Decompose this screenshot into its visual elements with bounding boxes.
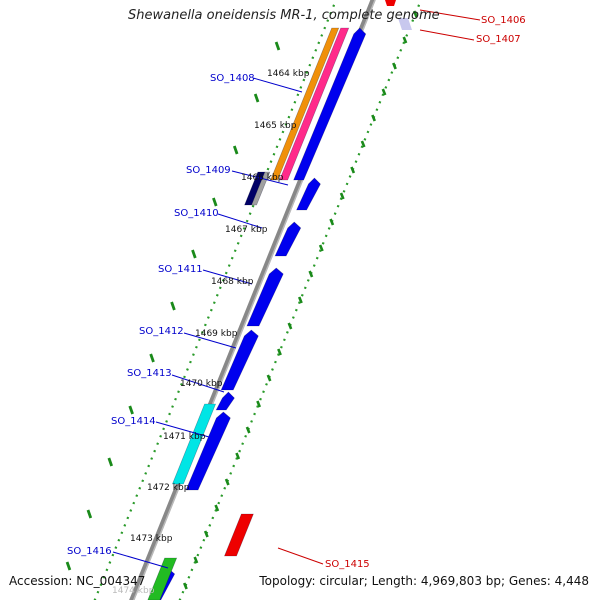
scale-tick-mark [245, 426, 251, 434]
gene-label-so-1406[interactable]: SO_1406 [481, 15, 526, 26]
gene-label-layer: SO_1408 SO_1409 SO_1410 SO_1411 SO_1412 … [67, 15, 526, 570]
tick-label-1473: 1473 kbp [130, 534, 173, 544]
scale-tick-mark [86, 509, 93, 519]
scale-tick-mark [253, 93, 260, 103]
leader-so-1406 [419, 9, 481, 21]
scale-tick-mark [212, 197, 218, 207]
gene-label-so-1408[interactable]: SO_1408 [210, 73, 255, 84]
scale-tick-mark [214, 504, 220, 512]
leader-so-1413 [171, 374, 225, 393]
scale-tick-label-layer: 1464 kbp 1465 kbp 1466 kbp 1467 kbp 1468… [112, 69, 310, 596]
cds-pink-1408 [279, 27, 350, 181]
leader-so-1415 [277, 547, 324, 565]
scale-tick-mark [193, 556, 199, 564]
tick-label-1470: 1470 kbp [180, 379, 223, 389]
leader-so-1408 [252, 77, 303, 93]
scale-tick-mark [170, 301, 176, 311]
gene-label-so-1407[interactable]: SO_1407 [476, 34, 521, 45]
cds-blue-1414 [185, 411, 231, 491]
scale-tick-mark [277, 348, 282, 356]
leader-so-1407 [419, 29, 475, 41]
scale-tick-mark [107, 457, 113, 467]
scale-tick-mark [360, 140, 366, 148]
tick-label-1465: 1465 kbp [254, 121, 297, 131]
scale-tick-mark [256, 400, 261, 408]
scale-tick-mark [232, 145, 239, 155]
dotted-ring-layer [65, 0, 423, 600]
cds-blue-1411 [246, 267, 284, 327]
scale-tick-mark [287, 322, 293, 330]
scale-tick-mark [412, 10, 418, 18]
cds-feature-layer [147, 0, 412, 600]
gene-label-so-1415[interactable]: SO_1415 [325, 559, 370, 570]
leader-so-1409 [231, 170, 289, 186]
scale-tick-mark [65, 561, 72, 571]
leader-so-1412 [183, 332, 237, 349]
leader-so-1414 [155, 421, 210, 438]
scale-tick-mark [339, 192, 345, 200]
label-leader-layer [112, 9, 481, 569]
scale-tick-mark [235, 452, 241, 460]
scale-tick-mark [402, 36, 408, 44]
scale-tick-mark [149, 353, 155, 363]
gene-label-so-1413[interactable]: SO_1413 [127, 368, 172, 379]
cds-blue-1410 [274, 221, 302, 257]
cds-lavender-1407 [398, 18, 412, 30]
cds-cyan-1414 [171, 403, 217, 485]
cds-blue-1413 [215, 391, 235, 411]
tick-label-1466: 1466 kbp [241, 173, 284, 183]
genome-title: Shewanella oneidensis MR-1, complete gen… [128, 8, 440, 23]
gene-label-so-1416[interactable]: SO_1416 [67, 546, 112, 557]
cds-red-1415 [224, 513, 254, 557]
scale-tick-mark [297, 296, 303, 304]
gene-label-so-1409[interactable]: SO_1409 [186, 165, 231, 176]
cds-blue-1409 [296, 177, 321, 211]
scale-tick-mark [224, 478, 230, 486]
tick-label-1467: 1467 kbp [225, 225, 268, 235]
gene-label-so-1414[interactable]: SO_1414 [111, 416, 156, 427]
tick-label-1474: 1474 kbp [112, 586, 155, 596]
scale-tick-mark [128, 405, 134, 415]
cds-red-1406 [385, 0, 396, 6]
scale-tick-mark [191, 249, 197, 259]
tick-label-1469: 1469 kbp [195, 329, 238, 339]
leader-so-1411 [202, 269, 253, 285]
scale-tick-mark [329, 218, 335, 226]
scale-tick-mark [274, 41, 281, 51]
gene-label-so-1410[interactable]: SO_1410 [174, 208, 219, 219]
scale-tick-mark [350, 166, 356, 174]
genome-summary-text: Topology: circular; Length: 4,969,803 bp… [259, 574, 589, 588]
cds-green-1416 [147, 557, 178, 600]
scale-tick-mark [308, 270, 314, 278]
scale-tick-mark [266, 374, 272, 382]
tick-label-1468: 1468 kbp [211, 277, 254, 287]
tick-label-1471: 1471 kbp [163, 432, 206, 442]
scale-tick-mark [371, 114, 376, 122]
gene-label-so-1411[interactable]: SO_1411 [158, 264, 203, 275]
gene-label-so-1412[interactable]: SO_1412 [139, 326, 184, 337]
cds-blue-1408 [293, 27, 367, 181]
cds-orange-1408 [270, 27, 340, 181]
tick-label-1472: 1472 kbp [147, 483, 190, 493]
accession-text: Accession: NC_004347 [9, 574, 146, 588]
cds-grey-1409 [251, 171, 271, 206]
scale-tick-mark [392, 62, 397, 70]
scale-tick-mark [381, 88, 387, 96]
tick-label-1464: 1464 kbp [267, 69, 310, 79]
scale-tick-mark [318, 244, 324, 252]
leader-so-1410 [217, 213, 263, 229]
leader-so-1416 [112, 551, 169, 569]
cds-blue-1412 [220, 329, 259, 391]
scale-tick-mark [203, 530, 209, 538]
scale-tick-mark [183, 582, 188, 590]
